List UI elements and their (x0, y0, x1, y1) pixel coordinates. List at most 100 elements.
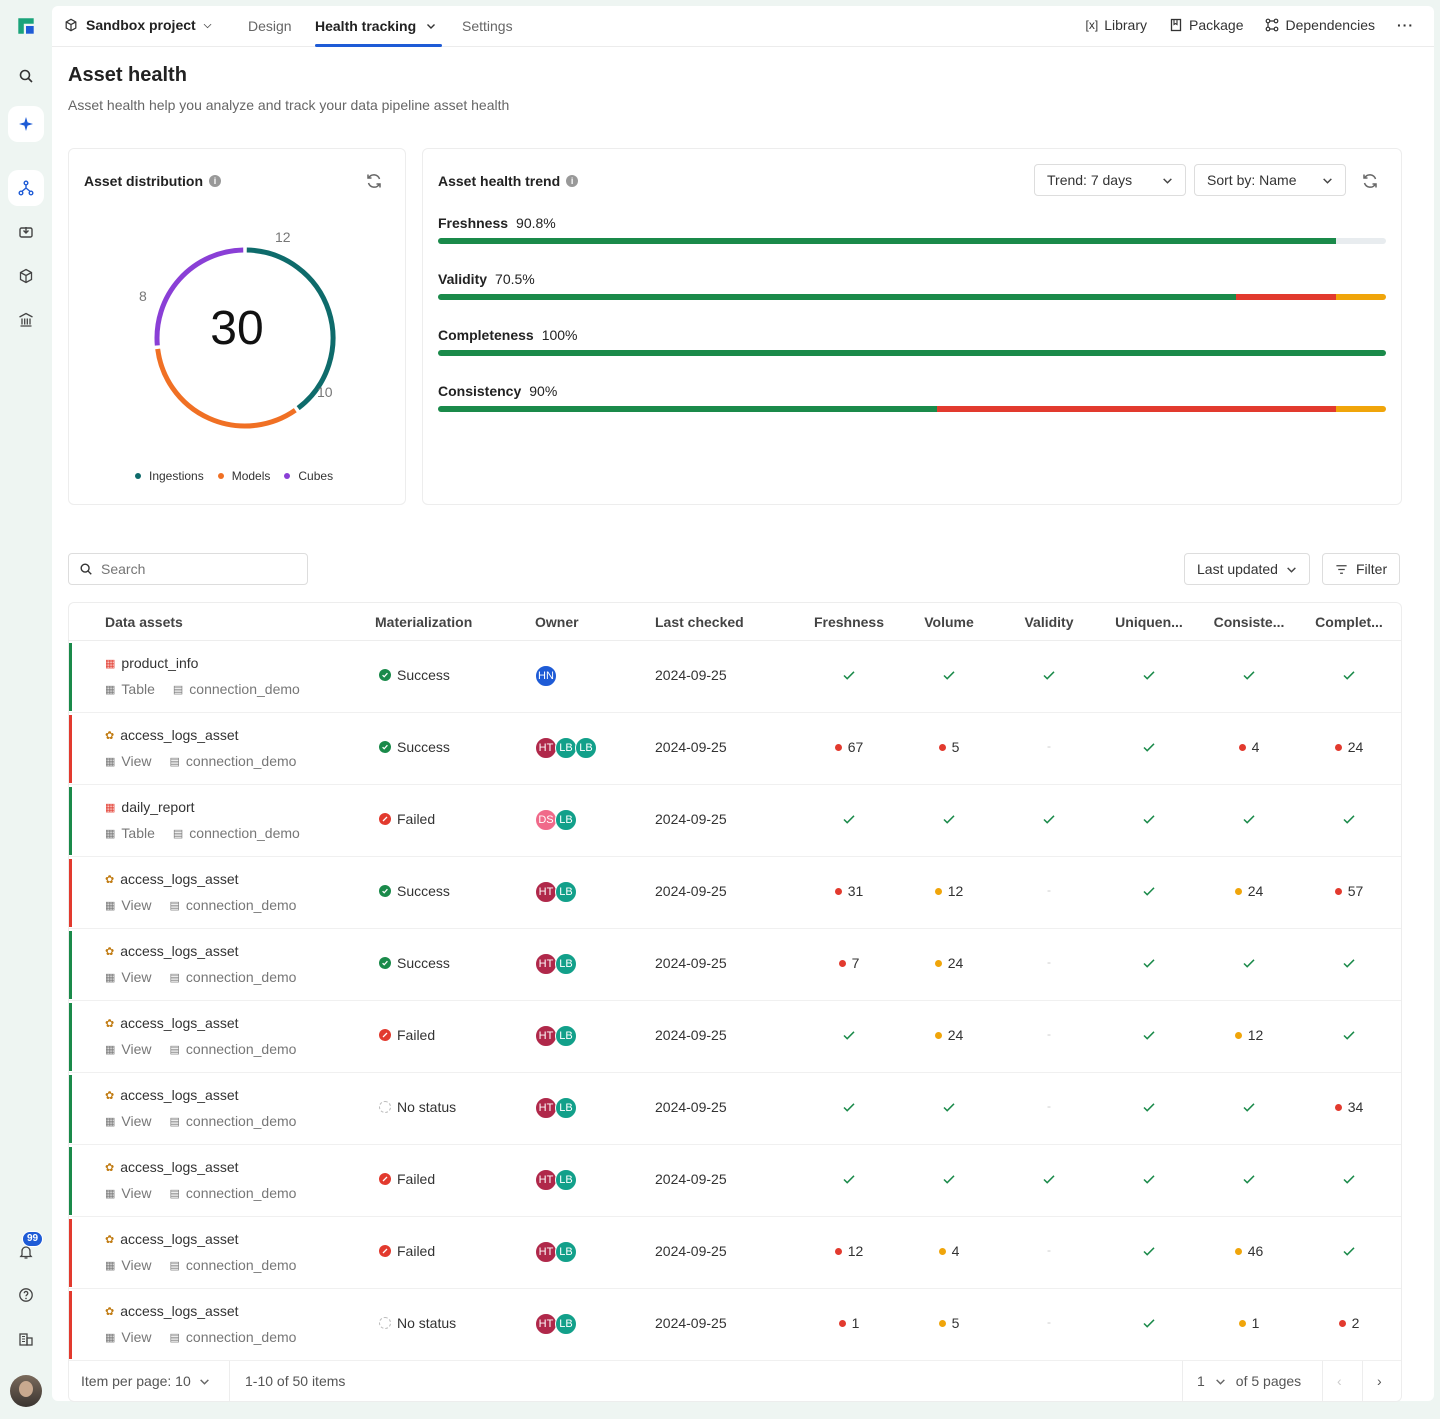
owner-avatars[interactable]: HT LB (535, 1097, 577, 1119)
metric-cell[interactable]: 57 (1319, 883, 1379, 899)
asset-name[interactable]: ▦ product_info (105, 655, 198, 671)
metric-cell[interactable]: - (1019, 1315, 1079, 1329)
column-header[interactable]: Consiste... (1213, 613, 1285, 630)
trend-select[interactable]: Trend: 7 days (1034, 164, 1186, 196)
column-header[interactable]: Validity (1024, 613, 1074, 630)
project-selector[interactable]: Sandbox project ⌵ (64, 17, 211, 33)
owner-avatar[interactable]: HT (535, 1241, 557, 1263)
metric-cell[interactable] (819, 811, 879, 827)
per-page-select[interactable]: Item per page: 10 (81, 1373, 210, 1389)
owner-avatar[interactable]: LB (555, 881, 577, 903)
metric-cell[interactable] (1119, 883, 1179, 899)
column-header[interactable]: Uniquen... (1115, 613, 1183, 630)
table-row[interactable]: ▦ product_info ▦ Table ▤ connection_demo… (69, 641, 1401, 713)
owner-avatar[interactable]: HT (535, 1025, 557, 1047)
metric-cell[interactable]: - (1019, 1099, 1079, 1113)
table-row[interactable]: ✿ access_logs_asset ▦ View ▤ connection_… (69, 1001, 1401, 1073)
metric-cell[interactable]: 5 (919, 1315, 979, 1331)
user-avatar[interactable] (10, 1375, 42, 1407)
metric-cell[interactable] (919, 1171, 979, 1187)
next-page-icon[interactable]: › (1377, 1373, 1382, 1389)
table-row[interactable]: ✿ access_logs_asset ▦ View ▤ connection_… (69, 1073, 1401, 1145)
donut-segment-cubes[interactable] (154, 247, 244, 346)
asset-name[interactable]: ▦ daily_report (105, 799, 195, 815)
owner-avatars[interactable]: HT LB (535, 953, 577, 975)
metric-cell[interactable] (919, 1099, 979, 1115)
column-header[interactable]: Freshness (813, 613, 885, 630)
library-link[interactable]: [x] Library (1086, 17, 1147, 33)
owner-avatars[interactable]: DS LB (535, 809, 577, 831)
trend-bar-consistency[interactable] (438, 406, 1386, 412)
metric-cell[interactable]: - (1019, 1243, 1079, 1257)
donut-segment-ingestions[interactable] (246, 247, 336, 411)
help-icon[interactable] (8, 1277, 44, 1313)
table-row[interactable]: ✿ access_logs_asset ▦ View ▤ connection_… (69, 1217, 1401, 1289)
refresh-icon[interactable] (365, 172, 383, 190)
owner-avatar[interactable]: HT (535, 881, 557, 903)
owner-avatars[interactable]: HT LB LB (535, 737, 597, 759)
column-header[interactable]: Complet... (1315, 613, 1383, 630)
column-header[interactable]: Materialization (375, 613, 473, 630)
catalog-icon[interactable] (8, 302, 44, 338)
owner-avatar[interactable]: LB (555, 1313, 577, 1335)
owner-avatar[interactable]: DS (535, 809, 557, 831)
table-row[interactable]: ▦ daily_report ▦ Table ▤ connection_demo… (69, 785, 1401, 857)
search-icon[interactable] (8, 58, 44, 94)
owner-avatar[interactable]: LB (555, 1241, 577, 1263)
more-icon[interactable]: ··· (1397, 17, 1414, 33)
metric-cell[interactable] (1319, 955, 1379, 971)
donut-segment-models[interactable] (155, 348, 297, 429)
metric-cell[interactable] (919, 811, 979, 827)
asset-name[interactable]: ✿ access_logs_asset (105, 727, 239, 743)
column-header[interactable]: Last checked (655, 613, 744, 630)
metric-cell[interactable]: 4 (1219, 739, 1279, 755)
metric-cell[interactable] (1319, 1243, 1379, 1259)
table-row[interactable]: ✿ access_logs_asset ▦ View ▤ connection_… (69, 1289, 1401, 1361)
metric-cell[interactable]: 31 (819, 883, 879, 899)
metric-cell[interactable]: 1 (819, 1315, 879, 1331)
metric-cell[interactable] (1119, 667, 1179, 683)
metric-cell[interactable] (1119, 1171, 1179, 1187)
owner-avatars[interactable]: HT LB (535, 1241, 577, 1263)
metric-cell[interactable]: 12 (1219, 1027, 1279, 1043)
owner-avatar[interactable]: LB (555, 737, 577, 759)
metric-cell[interactable] (819, 1099, 879, 1115)
column-header[interactable]: Owner (535, 613, 579, 630)
asset-name[interactable]: ✿ access_logs_asset (105, 1015, 239, 1031)
refresh-icon[interactable] (1361, 172, 1379, 190)
asset-name[interactable]: ✿ access_logs_asset (105, 871, 239, 887)
metric-cell[interactable] (1119, 1099, 1179, 1115)
owner-avatar[interactable]: HT (535, 1169, 557, 1191)
owner-avatar[interactable]: HT (535, 1097, 557, 1119)
metric-cell[interactable] (1219, 667, 1279, 683)
tab-design[interactable]: Design (248, 18, 292, 34)
metric-cell[interactable] (1219, 1171, 1279, 1187)
owner-avatar[interactable]: HN (535, 665, 557, 687)
metric-cell[interactable]: - (1019, 883, 1079, 897)
owner-avatars[interactable]: HN (535, 665, 557, 687)
ingest-icon[interactable] (8, 214, 44, 250)
owner-avatars[interactable]: HT LB (535, 881, 577, 903)
metric-cell[interactable]: 12 (819, 1243, 879, 1259)
owner-avatars[interactable]: HT LB (535, 1169, 577, 1191)
metric-cell[interactable] (1319, 1171, 1379, 1187)
metric-cell[interactable]: 24 (919, 955, 979, 971)
metric-cell[interactable] (1119, 739, 1179, 755)
metric-cell[interactable]: 46 (1219, 1243, 1279, 1259)
metric-cell[interactable]: 7 (819, 955, 879, 971)
owner-avatar[interactable]: HT (535, 737, 557, 759)
metric-cell[interactable] (819, 667, 879, 683)
trend-bar-validity[interactable] (438, 294, 1386, 300)
owner-avatar[interactable]: LB (555, 1097, 577, 1119)
tab-settings[interactable]: Settings (462, 18, 513, 34)
trend-bar-freshness[interactable] (438, 238, 1386, 244)
owner-avatar[interactable]: HT (535, 953, 557, 975)
owner-avatar[interactable]: LB (555, 1025, 577, 1047)
owner-avatar[interactable]: LB (575, 737, 597, 759)
owner-avatar[interactable]: LB (555, 1169, 577, 1191)
metric-cell[interactable] (819, 1171, 879, 1187)
asset-name[interactable]: ✿ access_logs_asset (105, 1087, 239, 1103)
search-input[interactable] (101, 561, 291, 577)
table-row[interactable]: ✿ access_logs_asset ▦ View ▤ connection_… (69, 857, 1401, 929)
metric-cell[interactable] (1219, 955, 1279, 971)
